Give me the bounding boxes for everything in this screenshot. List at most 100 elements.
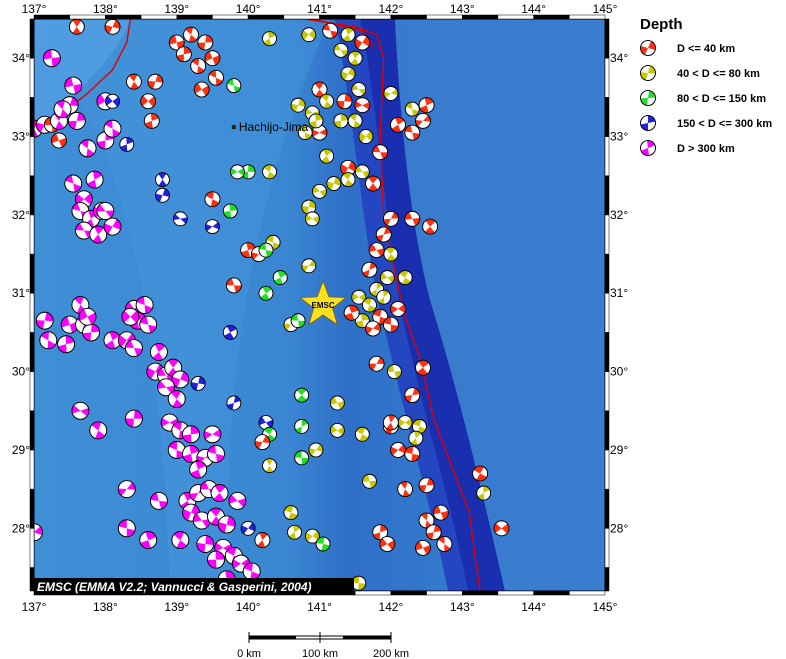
event-beachball[interactable] — [308, 442, 324, 458]
event-beachball[interactable] — [351, 575, 367, 591]
event-beachball[interactable] — [204, 191, 221, 208]
event-beachball[interactable] — [354, 313, 370, 329]
event-beachball[interactable] — [294, 450, 310, 466]
event-beachball[interactable] — [205, 219, 220, 235]
event-beachball[interactable] — [190, 58, 207, 74]
event-beachball[interactable] — [383, 246, 399, 262]
event-beachball[interactable] — [304, 211, 320, 227]
event-beachball[interactable] — [207, 444, 225, 463]
event-beachball[interactable] — [382, 414, 399, 431]
event-beachball[interactable] — [155, 187, 170, 203]
event-beachball[interactable] — [207, 550, 225, 569]
event-beachball[interactable] — [436, 536, 453, 552]
event-beachball[interactable] — [57, 335, 76, 354]
event-beachball[interactable] — [476, 485, 492, 501]
event-beachball[interactable] — [64, 76, 83, 95]
event-beachball[interactable] — [53, 100, 72, 119]
event-beachball[interactable] — [104, 19, 121, 35]
epicenter-star-icon[interactable] — [299, 279, 347, 326]
event-beachball[interactable] — [372, 144, 389, 161]
event-beachball[interactable] — [368, 355, 385, 372]
event-beachball[interactable] — [222, 203, 238, 219]
event-beachball[interactable] — [312, 183, 327, 199]
event-beachball[interactable] — [311, 81, 328, 98]
event-beachball[interactable] — [397, 481, 414, 498]
event-beachball[interactable] — [322, 22, 339, 39]
event-beachball[interactable] — [415, 540, 431, 556]
event-beachball[interactable] — [82, 323, 100, 342]
legend-beachball-icon[interactable] — [640, 90, 656, 106]
event-beachball[interactable] — [368, 242, 385, 259]
event-beachball[interactable] — [361, 261, 378, 278]
event-beachball[interactable] — [68, 19, 85, 35]
event-beachball[interactable] — [197, 34, 214, 51]
event-beachball[interactable] — [71, 401, 90, 420]
event-beachball[interactable] — [125, 339, 143, 357]
event-beachball[interactable] — [404, 445, 421, 462]
event-beachball[interactable] — [379, 536, 396, 552]
event-beachball[interactable] — [383, 86, 399, 101]
event-beachball[interactable] — [333, 42, 349, 58]
event-beachball[interactable] — [362, 473, 377, 489]
event-beachball[interactable] — [225, 277, 242, 294]
event-beachball[interactable] — [390, 301, 406, 317]
event-beachball[interactable] — [210, 484, 229, 502]
event-beachball[interactable] — [319, 148, 335, 164]
event-beachball[interactable] — [167, 390, 186, 408]
event-beachball[interactable] — [39, 331, 58, 350]
event-beachball[interactable] — [418, 512, 435, 529]
event-beachball[interactable] — [412, 419, 427, 434]
event-beachball[interactable] — [117, 480, 136, 499]
event-beachball[interactable] — [351, 82, 367, 97]
event-beachball[interactable] — [408, 430, 424, 446]
event-beachball[interactable] — [172, 211, 188, 227]
event-beachball[interactable] — [340, 172, 356, 188]
event-beachball[interactable] — [226, 78, 242, 94]
event-beachball[interactable] — [168, 34, 185, 51]
legend-beachball-icon[interactable] — [640, 140, 656, 156]
event-beachball[interactable] — [89, 225, 108, 244]
event-beachball[interactable] — [103, 119, 122, 138]
event-beachball[interactable] — [226, 395, 242, 411]
event-beachball[interactable] — [301, 27, 317, 43]
legend-beachball-icon[interactable] — [640, 65, 656, 81]
event-beachball[interactable] — [425, 524, 442, 541]
event-beachball[interactable] — [347, 113, 363, 129]
event-beachball[interactable] — [85, 170, 104, 189]
event-beachball[interactable] — [333, 113, 349, 129]
event-beachball[interactable] — [351, 289, 367, 305]
event-beachball[interactable] — [382, 210, 399, 227]
event-beachball[interactable] — [493, 520, 510, 537]
event-beachball[interactable] — [208, 69, 224, 86]
event-beachball[interactable] — [365, 175, 381, 192]
event-beachball[interactable] — [262, 31, 277, 46]
event-beachball[interactable] — [343, 304, 360, 321]
event-beachball[interactable] — [64, 174, 83, 193]
event-beachball[interactable] — [404, 210, 421, 227]
event-beachball[interactable] — [140, 93, 157, 110]
event-beachball[interactable] — [375, 226, 392, 243]
event-beachball[interactable] — [397, 415, 413, 430]
event-beachball[interactable] — [258, 285, 274, 301]
event-beachball[interactable] — [358, 129, 374, 144]
event-beachball[interactable] — [376, 289, 392, 305]
event-beachball[interactable] — [304, 528, 320, 544]
event-beachball[interactable] — [290, 313, 306, 329]
event-beachball[interactable] — [272, 270, 288, 285]
event-beachball[interactable] — [290, 97, 306, 113]
event-beachball[interactable] — [354, 426, 370, 442]
event-beachball[interactable] — [228, 491, 247, 510]
event-beachball[interactable] — [222, 325, 238, 340]
event-beachball[interactable] — [105, 93, 120, 109]
event-beachball[interactable] — [35, 311, 54, 330]
event-beachball[interactable] — [326, 176, 342, 191]
event-beachball[interactable] — [183, 26, 199, 43]
event-beachball[interactable] — [217, 515, 236, 534]
event-beachball[interactable] — [175, 46, 192, 63]
event-beachball[interactable] — [387, 364, 402, 380]
event-beachball[interactable] — [230, 164, 245, 180]
event-beachball[interactable] — [78, 307, 97, 326]
event-beachball[interactable] — [139, 531, 158, 549]
event-beachball[interactable] — [242, 562, 261, 581]
event-beachball[interactable] — [171, 531, 190, 549]
